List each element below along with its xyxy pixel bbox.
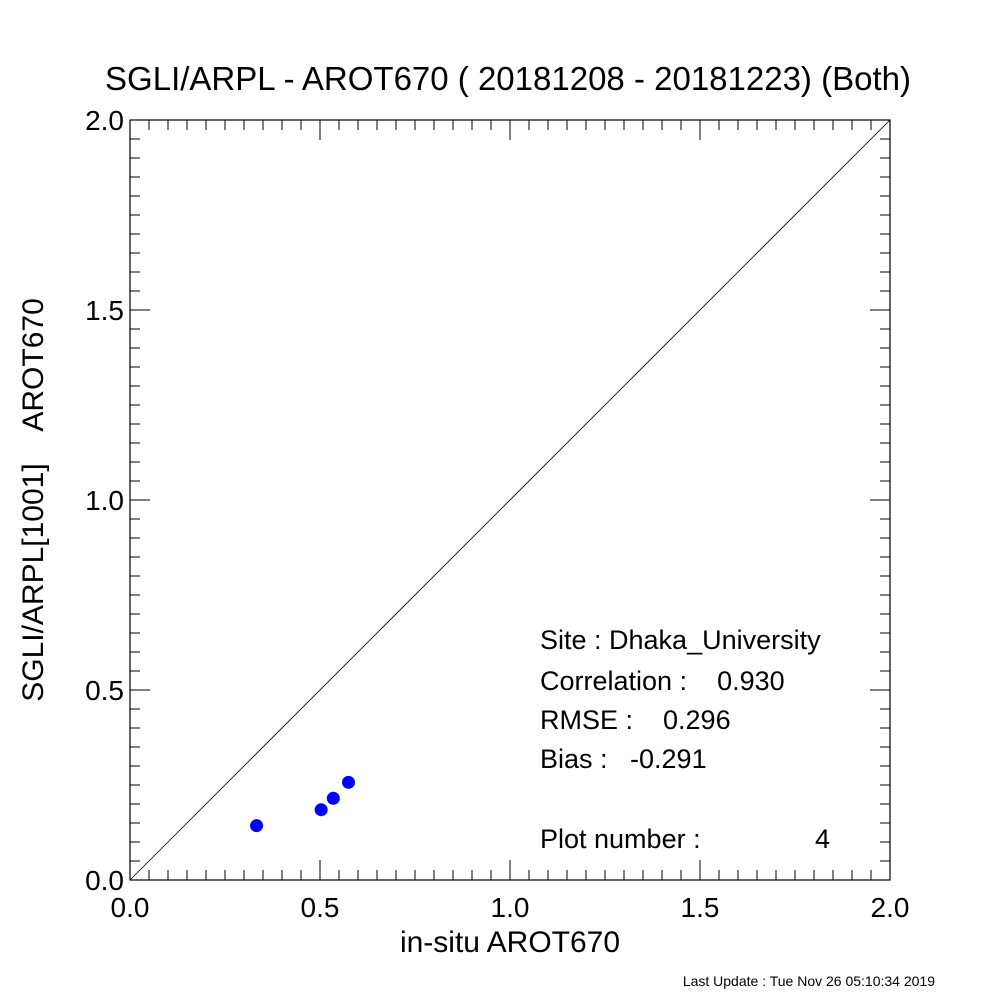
plot-number-label: Plot number : xyxy=(540,824,701,854)
chart-title: SGLI/ARPL - AROT670 ( 20181208 - 2018122… xyxy=(105,60,911,97)
axis-ticks xyxy=(129,119,891,881)
x-tick-label: 2.0 xyxy=(871,892,910,923)
data-point xyxy=(342,775,355,789)
x-axis-label: in-situ AROT670 xyxy=(400,926,620,959)
y-tick-label: 0.5 xyxy=(85,675,124,706)
one-to-one-line xyxy=(129,119,891,881)
data-point xyxy=(314,803,328,817)
bias-label: Bias : -0.291 xyxy=(540,744,707,774)
data-points xyxy=(250,775,355,833)
plot-frame xyxy=(129,119,891,881)
site-label: Site : Dhaka_University xyxy=(540,625,821,655)
y-axis-label: SGLI/ARPL[1001] AROT670 xyxy=(17,298,50,702)
plot-number-value: 4 xyxy=(815,824,830,854)
y-tick-label: 1.0 xyxy=(85,485,124,516)
x-tick-label: 0.5 xyxy=(301,892,340,923)
data-point xyxy=(326,791,340,805)
data-point xyxy=(250,819,264,833)
y-tick-label: 2.0 xyxy=(85,105,124,136)
last-update-text: Last Update : Tue Nov 26 05:10:34 2019 xyxy=(683,973,935,989)
rmse-label: RMSE : 0.296 xyxy=(540,705,731,735)
x-tick-label: 1.0 xyxy=(491,892,530,923)
tick-labels: 0.0 0.5 1.0 1.5 2.0 0.0 0.5 1.0 1.5 2.0 xyxy=(85,105,909,923)
y-tick-label: 1.5 xyxy=(85,295,124,326)
x-tick-label: 1.5 xyxy=(681,892,720,923)
stats-annotation: Site : Dhaka_University Correlation : 0.… xyxy=(540,625,830,854)
correlation-label: Correlation : 0.930 xyxy=(540,666,785,696)
y-tick-label: 0.0 xyxy=(85,865,124,896)
x-tick-label: 0.0 xyxy=(111,892,150,923)
